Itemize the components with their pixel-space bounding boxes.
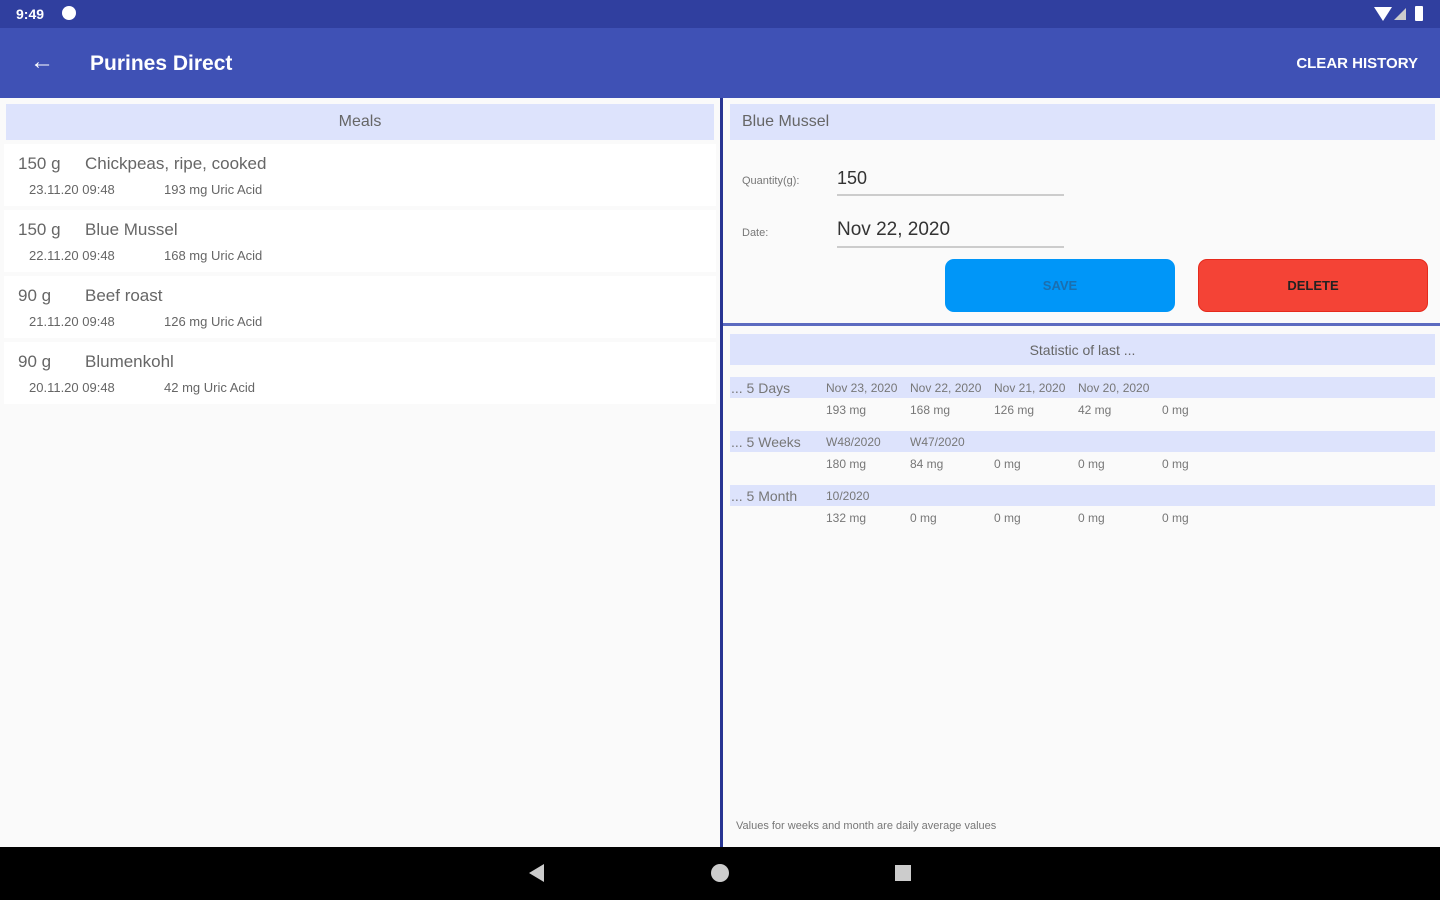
recents-nav-icon[interactable] bbox=[895, 865, 911, 881]
statistic-value: 0 mg bbox=[994, 511, 1021, 525]
statistic-value: 0 mg bbox=[994, 457, 1021, 471]
app-bar: ← Purines Direct CLEAR HISTORY bbox=[0, 28, 1440, 98]
statistic-value: 168 mg bbox=[910, 403, 951, 417]
meal-name: Blue Mussel bbox=[85, 220, 178, 239]
back-nav-icon[interactable] bbox=[529, 864, 544, 882]
statistic-period: Nov 22, 2020 bbox=[910, 381, 982, 395]
statistic-period-row bbox=[730, 431, 1435, 452]
detail-panel: Blue Mussel Quantity(g): 150 Date: Nov 2… bbox=[723, 98, 1440, 847]
statistic-value: 0 mg bbox=[1162, 403, 1189, 417]
statistic-value: 193 mg bbox=[826, 403, 867, 417]
statistic-value: 84 mg bbox=[910, 457, 944, 471]
statistic-period: Nov 21, 2020 bbox=[994, 381, 1066, 395]
signal-icon bbox=[1394, 8, 1406, 20]
meal-uric-acid: 168 mg Uric Acid bbox=[164, 248, 263, 263]
statistic-label: ... 5 Days bbox=[731, 380, 791, 396]
date-input[interactable]: Nov 22, 2020 bbox=[837, 219, 1064, 248]
detail-title: Blue Mussel bbox=[730, 104, 1435, 140]
meal-date: 20.11.20 09:48 bbox=[29, 380, 115, 395]
back-arrow-icon[interactable]: ← bbox=[30, 48, 54, 75]
statistic-value: 180 mg bbox=[826, 457, 867, 471]
save-button[interactable]: SAVE bbox=[945, 259, 1175, 312]
statistic-value: 0 mg bbox=[910, 511, 937, 525]
meal-uric-acid: 42 mg Uric Acid bbox=[164, 380, 256, 395]
navigation-bar bbox=[0, 847, 1440, 900]
statistic-value: 0 mg bbox=[1078, 457, 1105, 471]
statistic-period: W47/2020 bbox=[910, 435, 965, 449]
date-label: Date: bbox=[742, 227, 769, 239]
statistic-value: 42 mg bbox=[1078, 403, 1112, 417]
statistic-period: Nov 20, 2020 bbox=[1078, 381, 1150, 395]
meals-header: Meals bbox=[6, 104, 714, 140]
delete-button[interactable]: DELETE bbox=[1198, 259, 1428, 312]
meal-date: 23.11.20 09:48 bbox=[29, 182, 115, 197]
statistic-value: 126 mg bbox=[994, 403, 1035, 417]
meal-quantity: 90 g bbox=[18, 286, 52, 305]
statistic-period-row bbox=[730, 485, 1435, 506]
meal-list-item[interactable]: 150 g Blue Mussel 22.11.20 09:48 168 mg Uri… bbox=[4, 210, 716, 272]
settings-icon bbox=[62, 6, 76, 20]
statistics-footnote: Values for weeks and month are daily ave… bbox=[736, 820, 997, 832]
meal-date: 21.11.20 09:48 bbox=[29, 314, 115, 329]
app-title: Purines Direct bbox=[90, 52, 233, 75]
home-nav-icon[interactable] bbox=[711, 864, 729, 882]
statistic-value: 0 mg bbox=[1162, 511, 1189, 525]
statistic-period: Nov 23, 2020 bbox=[826, 381, 898, 395]
clear-history-button[interactable]: CLEAR HISTORY bbox=[1296, 55, 1418, 72]
meals-panel: Meals 150 g Chickpeas, ripe, cooked 23.11.… bbox=[0, 98, 720, 847]
statistics-header: Statistic of last ... bbox=[730, 334, 1435, 365]
meal-uric-acid: 126 mg Uric Acid bbox=[164, 314, 263, 329]
statistic-label: ... 5 Weeks bbox=[731, 434, 801, 450]
meal-name: Chickpeas, ripe, cooked bbox=[85, 154, 267, 173]
statistic-value: 132 mg bbox=[826, 511, 867, 525]
statistic-value: 0 mg bbox=[1078, 511, 1105, 525]
section-divider bbox=[723, 323, 1440, 326]
statistic-period-row bbox=[730, 377, 1435, 398]
meal-date: 22.11.20 09:48 bbox=[29, 248, 115, 263]
statistic-period: W48/2020 bbox=[826, 435, 881, 449]
meal-uric-acid: 193 mg Uric Acid bbox=[164, 182, 263, 197]
meal-list-item[interactable]: 90 g Blumenkohl 20.11.20 09:48 42 mg Uric A… bbox=[4, 342, 716, 404]
panel-divider bbox=[720, 98, 723, 847]
meal-quantity: 150 g bbox=[18, 220, 61, 239]
wifi-icon bbox=[1374, 7, 1392, 21]
meal-name: Beef roast bbox=[85, 286, 163, 305]
statistic-period: 10/2020 bbox=[826, 489, 870, 503]
quantity-label: Quantity(g): bbox=[742, 175, 800, 187]
meal-list-item[interactable]: 90 g Beef roast 21.11.20 09:48 126 mg Uric … bbox=[4, 276, 716, 338]
statistic-label: ... 5 Month bbox=[731, 488, 798, 504]
meal-name: Blumenkohl bbox=[85, 352, 174, 371]
quantity-input[interactable]: 150 bbox=[837, 168, 1064, 196]
status-bar: 9:49 bbox=[0, 0, 1440, 28]
meal-quantity: 150 g bbox=[18, 154, 61, 173]
clock: 9:49 bbox=[16, 6, 45, 22]
meal-list-item[interactable]: 150 g Chickpeas, ripe, cooked 23.11.20 09:… bbox=[4, 144, 716, 206]
statistic-value: 0 mg bbox=[1162, 457, 1189, 471]
meal-quantity: 90 g bbox=[18, 352, 52, 371]
battery-icon bbox=[1415, 6, 1423, 21]
